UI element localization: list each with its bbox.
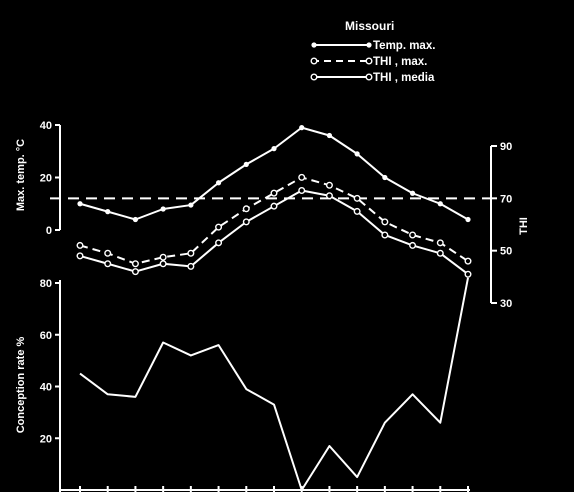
legend-label-thi-media: THI , media <box>373 72 435 84</box>
axis-ticks: 0 20 40 30 50 70 90 20 40 60 80 <box>40 120 512 492</box>
top-series-0-point-12 <box>409 190 416 196</box>
top-series-2-point-9 <box>325 192 333 200</box>
top-series-2-point-6 <box>242 218 250 226</box>
top-series-1-point-9 <box>325 181 333 189</box>
top-right-tick-label-0: 30 <box>500 298 512 310</box>
top-series-2-point-12 <box>409 241 417 249</box>
top-series-0-point-6 <box>243 161 249 167</box>
bottom-left-axis-title: Conception rate % <box>15 337 27 434</box>
top-series-2-point-8 <box>298 186 306 194</box>
top-series-2-point-1 <box>104 260 112 268</box>
bottom-left-tick-label-2: 60 <box>40 330 52 342</box>
top-right-tick-label-3: 90 <box>500 141 512 153</box>
top-series-2-point-10 <box>353 207 361 215</box>
top-series-2-point-3 <box>159 260 167 268</box>
top-series-0-point-8 <box>299 125 305 131</box>
top-series-0-point-5 <box>215 180 222 186</box>
top-series-2-point-2 <box>131 268 139 276</box>
top-series-1-point-1 <box>104 249 112 257</box>
bottom-left-tick-label-3: 80 <box>40 278 52 290</box>
top-series-0-point-0 <box>77 201 83 207</box>
top-left-tick-label-0: 0 <box>46 225 52 237</box>
legend-marker-thi-max-b <box>365 57 373 65</box>
top-right-tick-label-2: 70 <box>500 193 512 205</box>
top-panel-series <box>76 125 472 278</box>
top-series-2-point-5 <box>215 239 223 247</box>
top-series-0-point-9 <box>326 132 333 139</box>
top-series-1-point-8 <box>298 173 306 181</box>
top-series-1-line <box>79 176 469 265</box>
top-left-tick-label-1: 20 <box>40 173 52 185</box>
top-series-2-point-13 <box>436 249 444 257</box>
top-series-2-point-4 <box>187 262 195 270</box>
legend-marker-thi-media-a <box>310 73 318 81</box>
legend-title: Missouri <box>345 19 394 33</box>
top-series-2-point-0 <box>76 252 84 260</box>
bottom-left-tick-label-0: 20 <box>40 433 52 445</box>
top-series-1-point-14 <box>464 257 472 265</box>
legend-marker-temp-max-b <box>366 42 372 48</box>
top-series-0-point-7 <box>271 146 277 152</box>
top-series-0-point-2 <box>132 216 139 223</box>
top-series-0-point-1 <box>105 209 111 215</box>
legend: Missouri Temp. max. THI , max. THI , med… <box>310 19 435 84</box>
bottom-panel-series <box>79 277 469 491</box>
top-right-tick-label-1: 50 <box>500 246 512 258</box>
top-series-0-point-4 <box>188 202 194 208</box>
top-series-0-point-11 <box>382 174 388 181</box>
top-series-0-point-13 <box>437 201 443 207</box>
top-series-1-point-3 <box>159 253 167 261</box>
top-series-1-point-4 <box>187 249 195 257</box>
top-series-1-point-13 <box>436 239 444 247</box>
top-series-1-point-0 <box>76 241 84 249</box>
top-left-tick-label-2: 40 <box>40 120 52 132</box>
bottom-left-tick-label-1: 40 <box>40 382 52 394</box>
top-left-axis-title: Max. temp. °C <box>15 139 27 211</box>
top-series-0-point-14 <box>465 216 471 223</box>
top-series-0-point-3 <box>160 206 166 212</box>
top-series-1-point-6 <box>242 205 250 213</box>
top-series-2-point-11 <box>381 231 389 239</box>
top-series-1-point-12 <box>409 231 417 239</box>
legend-label-temp-max: Temp. max. <box>373 40 435 52</box>
top-series-0-point-10 <box>354 151 360 157</box>
top-series-2-point-14 <box>464 270 472 278</box>
top-right-axis-title: THI <box>518 217 530 235</box>
legend-marker-temp-max-a <box>311 42 317 48</box>
legend-marker-thi-max-a <box>310 57 318 65</box>
top-series-1-point-2 <box>131 260 139 268</box>
top-series-1-point-5 <box>215 223 223 231</box>
top-series-1-point-10 <box>353 194 361 202</box>
top-series-2-point-7 <box>270 202 278 210</box>
bottom-series-0-line <box>79 277 469 491</box>
legend-marker-thi-media-b <box>365 73 373 81</box>
top-series-1-point-11 <box>381 218 389 226</box>
top-series-1-point-7 <box>270 189 278 197</box>
legend-label-thi-max: THI , max. <box>373 56 427 68</box>
